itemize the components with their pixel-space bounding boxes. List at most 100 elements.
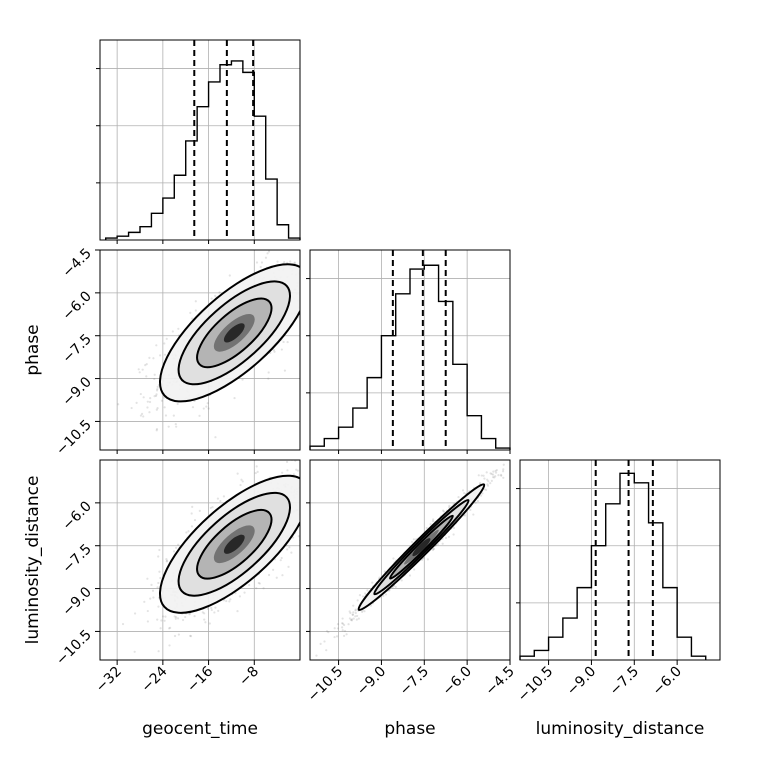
scatter-point [341, 617, 344, 620]
scatter-point [307, 498, 309, 500]
scatter-point [350, 619, 354, 622]
x-tick-label-phase: −4.5 [482, 664, 517, 699]
scatter-point [293, 261, 296, 264]
scatter-point [255, 587, 258, 590]
scatter-point [492, 470, 495, 473]
scatter-point [206, 402, 209, 405]
scatter-point [146, 609, 149, 613]
scatter-point [356, 614, 359, 618]
scatter-point [272, 348, 275, 352]
scatter-point [165, 560, 168, 563]
y-tick-label-phase: −4.5 [59, 246, 94, 281]
scatter-point [176, 617, 180, 620]
x-tick-label-geocent_time: −8 [236, 664, 262, 690]
scatter-point [167, 425, 170, 428]
scatter-point [306, 488, 308, 490]
scatter-point [160, 619, 163, 622]
scatter-point [366, 589, 369, 592]
scatter-point [301, 464, 303, 466]
scatter-point [354, 609, 357, 612]
scatter-point [369, 604, 373, 607]
x-tick-label-geocent_time: −32 [93, 664, 125, 696]
scatter-point [354, 615, 357, 618]
scatter-point [156, 387, 159, 391]
scatter-point [316, 282, 318, 284]
panel-frame [519, 459, 721, 661]
scatter-point [432, 518, 435, 521]
scatter-point [295, 209, 297, 211]
scatter-point [135, 401, 138, 404]
scatter-point [463, 514, 467, 517]
scatter-point [241, 378, 244, 381]
scatter-point [494, 469, 497, 473]
scatter-point [241, 480, 244, 483]
scatter-point [412, 538, 415, 541]
scatter-point [502, 463, 505, 466]
panel-frame [99, 39, 301, 241]
scatter-point [352, 604, 355, 607]
scatter-point [306, 475, 308, 477]
scatter-point [425, 526, 428, 530]
scatter-point [210, 608, 213, 612]
scatter-point [173, 615, 176, 618]
scatter-point [305, 238, 307, 240]
scatter-point [194, 309, 197, 312]
scatter-point [217, 609, 220, 612]
scatter-point [489, 472, 492, 475]
scatter-point [483, 488, 486, 491]
scatter-point [479, 481, 482, 485]
hist-panel-geocent_time [96, 39, 301, 241]
scatter-point [286, 340, 289, 344]
scatter-point [349, 611, 352, 615]
scatter-point [149, 397, 152, 400]
scatter-point [408, 574, 412, 577]
x-axis-label-geocent_time: geocent_time [142, 719, 258, 739]
scatter-point [378, 576, 381, 579]
scatter-point [210, 606, 213, 610]
scatter-point [472, 513, 475, 516]
scatter-point [203, 612, 206, 615]
scatter-point [151, 589, 155, 592]
scatter-point [219, 499, 222, 503]
scatter-point [349, 618, 353, 622]
scatter-point [482, 474, 485, 477]
scatter-point [184, 615, 187, 619]
scatter-point [364, 592, 367, 595]
scatter-point [146, 406, 149, 409]
scatter-point [260, 261, 264, 264]
scatter-point [165, 337, 168, 340]
scatter-point [190, 512, 193, 515]
scatter-point [169, 626, 172, 629]
scatter-point [317, 488, 319, 490]
scatter-point [341, 622, 345, 625]
scatter-point [193, 518, 197, 522]
scatter-point [157, 605, 160, 608]
scatter-point [336, 461, 338, 463]
scatter-point [194, 300, 197, 303]
scatter-point [441, 509, 445, 512]
scatter-point [156, 618, 159, 621]
scatter-point [292, 473, 295, 476]
scatter-point [501, 470, 505, 473]
scatter-point [356, 599, 359, 602]
scatter-point [336, 623, 340, 626]
scatter-point [352, 617, 355, 620]
scatter-point [289, 447, 291, 449]
scatter-point [228, 274, 231, 277]
scatter-point [432, 547, 435, 550]
scatter-point [267, 250, 271, 253]
scatter-point [205, 405, 208, 408]
scatter-point [282, 340, 285, 344]
scatter-point [161, 615, 165, 618]
scatter-point [157, 650, 160, 653]
x-tick-label-luminosity_distance: −7.5 [607, 664, 642, 699]
scatter-point [146, 620, 149, 623]
scatter-point [307, 487, 309, 489]
scatter-point [276, 260, 279, 263]
histogram-step-phase [309, 264, 511, 450]
scatter-point [355, 618, 358, 621]
scatter-point [447, 535, 451, 538]
y-tick-label-luminosity_distance: −6.0 [59, 498, 94, 533]
scatter-point [155, 429, 158, 432]
y-tick-label-phase: −7.5 [59, 331, 94, 366]
